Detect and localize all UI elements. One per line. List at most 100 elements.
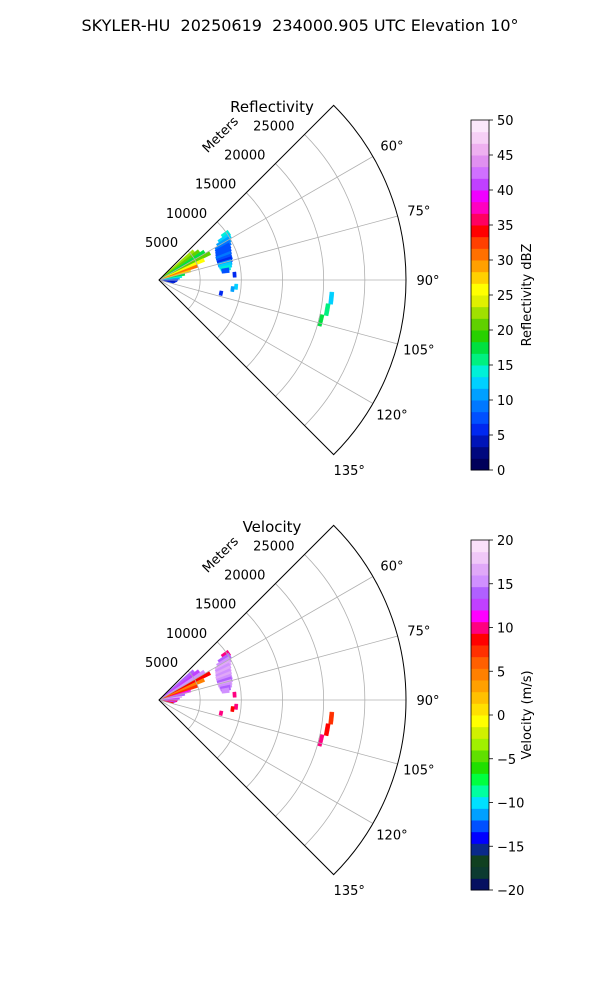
colorbar-segment: [471, 330, 489, 343]
azimuth-tick-label: 60°: [380, 560, 403, 575]
colorbar-segment: [471, 820, 489, 833]
range-ring: [187, 670, 201, 730]
colorbar-segment: [471, 178, 489, 191]
echo-bin: [323, 723, 331, 737]
colorbar: 0 5 10 15 20 25 30 35 40 45 50 Reflectivity dBZ: [470, 114, 535, 479]
azimuth-tick-label: 60°: [380, 140, 403, 155]
range-ring: [246, 612, 283, 788]
colorbar-tick-label: 20: [497, 534, 514, 549]
colorbar-tick-label: 15: [497, 578, 514, 593]
colorbar-tick-label: −15: [497, 840, 524, 855]
colorbar-tick-label: 30: [497, 254, 514, 269]
colorbar-segment: [471, 750, 489, 763]
colorbar-segment: [471, 878, 489, 891]
colorbar-tick-label: 50: [497, 114, 514, 129]
echo-bin: [221, 267, 230, 274]
echo-bin: [232, 691, 237, 698]
colorbar-segment: [471, 621, 489, 634]
colorbar-segment: [471, 563, 489, 576]
range-ring: [275, 163, 324, 397]
azimuth-tick-label: 120°: [376, 409, 407, 424]
echo-bin: [218, 710, 224, 716]
colorbar-tick-label: 10: [497, 622, 514, 637]
colorbar-segment: [471, 423, 489, 436]
colorbar-segment: [471, 668, 489, 681]
colorbar-segment: [471, 633, 489, 646]
colorbar-segment: [471, 260, 489, 273]
colorbar-segment: [471, 143, 489, 156]
echo-bin: [323, 303, 331, 317]
colorbar-segment: [471, 341, 489, 354]
colorbar-segment: [471, 703, 489, 716]
azimuth-tick-label: 135°: [334, 884, 365, 899]
colorbar-segment: [471, 271, 489, 284]
colorbar-tick-label: 35: [497, 219, 514, 234]
colorbar-segment: [471, 866, 489, 879]
range-ring: [304, 134, 366, 426]
colorbar-segment: [471, 388, 489, 401]
echo-bin: [230, 286, 235, 293]
colorbar-tick-label: 5: [497, 665, 505, 680]
colorbar-segment: [471, 131, 489, 144]
colorbar-segment: [471, 586, 489, 599]
colorbar-segment: [471, 726, 489, 739]
colorbar-tick-label: 20: [497, 324, 514, 339]
colorbar-segment: [471, 843, 489, 856]
range-tick-label: 15000: [195, 598, 236, 613]
colorbar: −20 −15 −10 −5 0 5 10 15 20 Velocity (m/s): [470, 534, 535, 899]
echo-bin: [218, 290, 224, 296]
colorbar-tick-label: 25: [497, 289, 514, 304]
colorbar-segment: [471, 120, 489, 133]
colorbar-segment: [471, 645, 489, 658]
colorbar-segment: [471, 236, 489, 249]
colorbar-segment: [471, 808, 489, 821]
echo-bin: [328, 291, 335, 305]
colorbar-segment: [471, 411, 489, 424]
range-tick-label: 10000: [166, 207, 207, 222]
colorbar-segment: [471, 458, 489, 471]
echo-bin: [230, 706, 235, 713]
range-ring: [187, 250, 201, 310]
colorbar-segment: [471, 446, 489, 459]
colorbar-tick-label: −10: [497, 797, 524, 812]
colorbar-tick-label: 0: [497, 709, 505, 724]
colorbar-segment: [471, 691, 489, 704]
echo-bin: [317, 734, 325, 747]
echo-bin: [158, 695, 183, 701]
azimuth-tick-label: 75°: [407, 204, 430, 219]
polar-frame: [158, 524, 407, 876]
colorbar-segment: [471, 400, 489, 413]
range-ring: [275, 583, 324, 817]
echo-bin: [158, 277, 180, 281]
echo-bin: [328, 711, 335, 725]
colorbar-tick-label: 0: [497, 464, 505, 479]
azimuth-tick-label: 75°: [407, 624, 430, 639]
azimuth-tick-label: 90°: [416, 274, 439, 289]
colorbar-segment: [471, 283, 489, 296]
echo-bin: [233, 703, 239, 710]
colorbar-segment: [471, 376, 489, 389]
range-tick-label: 5000: [145, 236, 178, 251]
colorbar-segment: [471, 796, 489, 809]
colorbar-tick-label: 40: [497, 184, 514, 199]
colorbar-segment: [471, 201, 489, 214]
azimuth-tick-label: 120°: [376, 829, 407, 844]
colorbar-segment: [471, 610, 489, 623]
colorbar-segment: [471, 306, 489, 319]
colorbar-segment: [471, 166, 489, 179]
echo-bin: [158, 678, 206, 701]
colorbar-segment: [471, 295, 489, 308]
colorbar-tick-label: 10: [497, 394, 514, 409]
colorbar-segment: [471, 680, 489, 693]
colorbar-segment: [471, 365, 489, 378]
range-ring: [304, 554, 366, 846]
colorbar-label: Reflectivity dBZ: [520, 244, 535, 347]
colorbar-segment: [471, 551, 489, 564]
echo-bin: [158, 697, 180, 701]
colorbar-tick-label: 45: [497, 149, 514, 164]
range-tick-label: 20000: [224, 149, 265, 164]
echo-bin: [232, 271, 237, 278]
colorbar-segment: [471, 785, 489, 798]
colorbar-tick-label: 5: [497, 429, 505, 444]
